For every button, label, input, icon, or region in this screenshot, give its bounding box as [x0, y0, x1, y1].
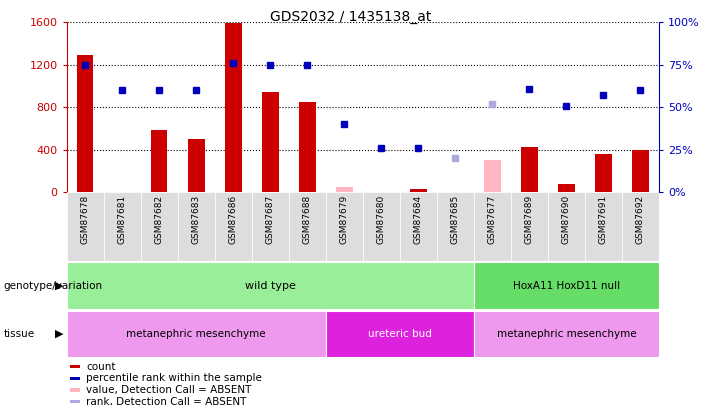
- Text: tissue: tissue: [4, 329, 34, 339]
- Bar: [558, 184, 575, 192]
- Bar: [141, 192, 177, 261]
- Text: HoxA11 HoxD11 null: HoxA11 HoxD11 null: [513, 281, 620, 290]
- Text: ▶: ▶: [55, 281, 63, 290]
- Bar: [67, 192, 104, 261]
- Text: GDS2032 / 1435138_at: GDS2032 / 1435138_at: [270, 10, 431, 24]
- Bar: [326, 311, 474, 358]
- Bar: [336, 187, 353, 192]
- Text: value, Detection Call = ABSENT: value, Detection Call = ABSENT: [86, 385, 252, 395]
- Bar: [299, 102, 315, 192]
- Bar: [326, 192, 363, 261]
- Text: GSM87688: GSM87688: [303, 194, 312, 244]
- Bar: [474, 262, 659, 309]
- Bar: [511, 192, 548, 261]
- Bar: [177, 192, 215, 261]
- Text: genotype/variation: genotype/variation: [4, 281, 102, 290]
- Text: GSM87680: GSM87680: [376, 194, 386, 244]
- Bar: [474, 192, 511, 261]
- Text: metanephric mesenchyme: metanephric mesenchyme: [496, 329, 637, 339]
- Bar: [410, 189, 427, 192]
- Text: percentile rank within the sample: percentile rank within the sample: [86, 373, 262, 384]
- Text: GSM87692: GSM87692: [636, 194, 645, 243]
- Bar: [67, 262, 474, 309]
- Text: GSM87689: GSM87689: [525, 194, 534, 244]
- Bar: [69, 388, 80, 392]
- Bar: [595, 154, 612, 192]
- Bar: [225, 23, 242, 192]
- Bar: [484, 160, 501, 192]
- Bar: [77, 55, 93, 192]
- Bar: [151, 130, 168, 192]
- Text: GSM87686: GSM87686: [229, 194, 238, 244]
- Bar: [215, 192, 252, 261]
- Text: GSM87679: GSM87679: [340, 194, 349, 244]
- Bar: [69, 365, 80, 369]
- Bar: [474, 311, 659, 358]
- Bar: [521, 147, 538, 192]
- Text: GSM87685: GSM87685: [451, 194, 460, 244]
- Text: GSM87678: GSM87678: [81, 194, 90, 244]
- Bar: [400, 192, 437, 261]
- Text: count: count: [86, 362, 116, 372]
- Bar: [585, 192, 622, 261]
- Bar: [104, 192, 141, 261]
- Bar: [69, 377, 80, 380]
- Text: GSM87691: GSM87691: [599, 194, 608, 244]
- Bar: [437, 192, 474, 261]
- Text: GSM87677: GSM87677: [488, 194, 497, 244]
- Bar: [548, 192, 585, 261]
- Bar: [289, 192, 326, 261]
- Bar: [632, 150, 648, 192]
- Bar: [67, 311, 326, 358]
- Text: GSM87682: GSM87682: [155, 194, 163, 243]
- Bar: [262, 92, 278, 192]
- Text: GSM87681: GSM87681: [118, 194, 127, 244]
- Text: GSM87690: GSM87690: [562, 194, 571, 244]
- Text: GSM87683: GSM87683: [191, 194, 200, 244]
- Bar: [69, 400, 80, 403]
- Text: GSM87684: GSM87684: [414, 194, 423, 243]
- Text: ureteric bud: ureteric bud: [368, 329, 432, 339]
- Text: wild type: wild type: [245, 281, 296, 290]
- Text: rank, Detection Call = ABSENT: rank, Detection Call = ABSENT: [86, 397, 247, 405]
- Bar: [188, 139, 205, 192]
- Text: ▶: ▶: [55, 329, 63, 339]
- Bar: [252, 192, 289, 261]
- Bar: [622, 192, 659, 261]
- Bar: [363, 192, 400, 261]
- Text: GSM87687: GSM87687: [266, 194, 275, 244]
- Text: metanephric mesenchyme: metanephric mesenchyme: [126, 329, 266, 339]
